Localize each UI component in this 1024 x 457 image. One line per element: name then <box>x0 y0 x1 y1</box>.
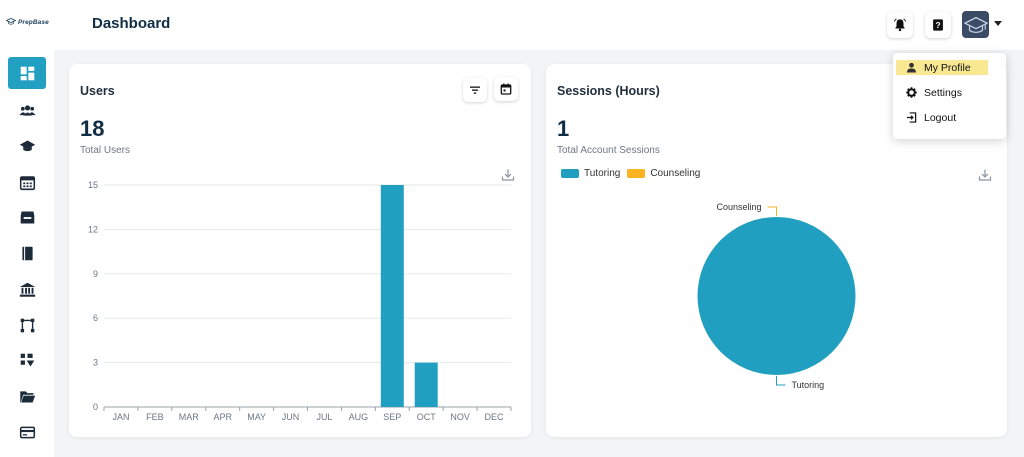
help-button[interactable]: ? <box>925 12 951 38</box>
menu-item-label: Settings <box>924 86 962 99</box>
menu-item-settings[interactable]: Settings <box>896 85 988 100</box>
legend-swatch-counseling <box>627 169 646 178</box>
sidebar-item-resources[interactable] <box>8 237 46 269</box>
sidebar-item-files[interactable] <box>8 380 46 412</box>
sidebar-item-courses[interactable] <box>8 130 46 162</box>
page-title: Dashboard <box>92 15 171 32</box>
svg-text:?: ? <box>935 20 940 30</box>
sessions-legend: Tutoring Counseling <box>561 168 700 179</box>
sidebar-item-calendar[interactable] <box>8 166 46 198</box>
menu-item-label: My Profile <box>924 61 971 74</box>
institution-icon <box>19 282 35 297</box>
download-icon[interactable] <box>501 168 515 182</box>
top-header: Dashboard ? <box>54 0 1024 50</box>
filter-button[interactable] <box>463 78 487 102</box>
legend-label-counseling[interactable]: Counseling <box>650 168 701 179</box>
person-icon <box>906 62 917 73</box>
legend-label-tutoring[interactable]: Tutoring <box>584 168 621 179</box>
sidebar-item-workflows[interactable] <box>8 309 46 341</box>
sort-icon <box>20 353 34 366</box>
gear-icon <box>906 87 917 98</box>
folder-icon <box>19 390 35 402</box>
sidebar-item-institutions[interactable] <box>8 273 46 305</box>
brand-name: PrepBase <box>18 18 49 26</box>
users-card: Users 18 Total Users <box>69 64 531 437</box>
dashboard-icon <box>20 66 34 80</box>
book-icon <box>21 246 33 260</box>
date-range-button[interactable] <box>494 77 518 101</box>
logo-cap-icon <box>6 18 16 25</box>
graduation-cap-icon <box>19 140 35 151</box>
calendar-icon <box>19 175 35 190</box>
workflow-icon <box>20 318 34 332</box>
user-avatar[interactable] <box>962 11 989 38</box>
credit-card-icon <box>19 426 35 438</box>
legend-swatch-tutoring <box>561 169 579 178</box>
calendar-icon <box>500 83 512 95</box>
sessions-card-title: Sessions (Hours) <box>557 84 660 98</box>
menu-item-label: Logout <box>924 111 957 124</box>
brand-logo[interactable]: PrepBase <box>6 18 49 26</box>
sidebar-item-sorting[interactable] <box>8 344 46 376</box>
user-menu-caret[interactable] <box>994 21 1002 26</box>
sidebar-item-inbox[interactable] <box>8 201 46 233</box>
sidebar: PrepBase <box>0 0 54 457</box>
menu-item-my-profile[interactable]: My Profile <box>896 60 988 75</box>
menu-item-logout[interactable]: Logout <box>896 110 988 125</box>
sidebar-item-billing[interactable] <box>8 416 46 448</box>
inbox-icon <box>20 211 34 223</box>
sidebar-item-dashboard[interactable] <box>8 57 46 89</box>
sidebar-item-users[interactable] <box>8 94 46 126</box>
users-card-title: Users <box>80 84 115 98</box>
logout-icon <box>906 112 917 123</box>
notifications-button[interactable] <box>887 12 913 38</box>
total-sessions-label: Total Account Sessions <box>557 145 660 156</box>
total-users-label: Total Users <box>80 145 131 156</box>
user-dropdown-menu: My Profile Settings Logout <box>893 53 1006 139</box>
notification-bell-icon <box>893 18 907 32</box>
filter-icon <box>470 86 480 94</box>
users-icon <box>18 104 36 116</box>
help-icon: ? <box>933 19 943 31</box>
total-users-value: 18 <box>80 116 105 141</box>
download-icon[interactable] <box>978 168 992 182</box>
total-sessions-value: 1 <box>557 116 570 141</box>
graduation-cap-icon <box>963 16 988 33</box>
